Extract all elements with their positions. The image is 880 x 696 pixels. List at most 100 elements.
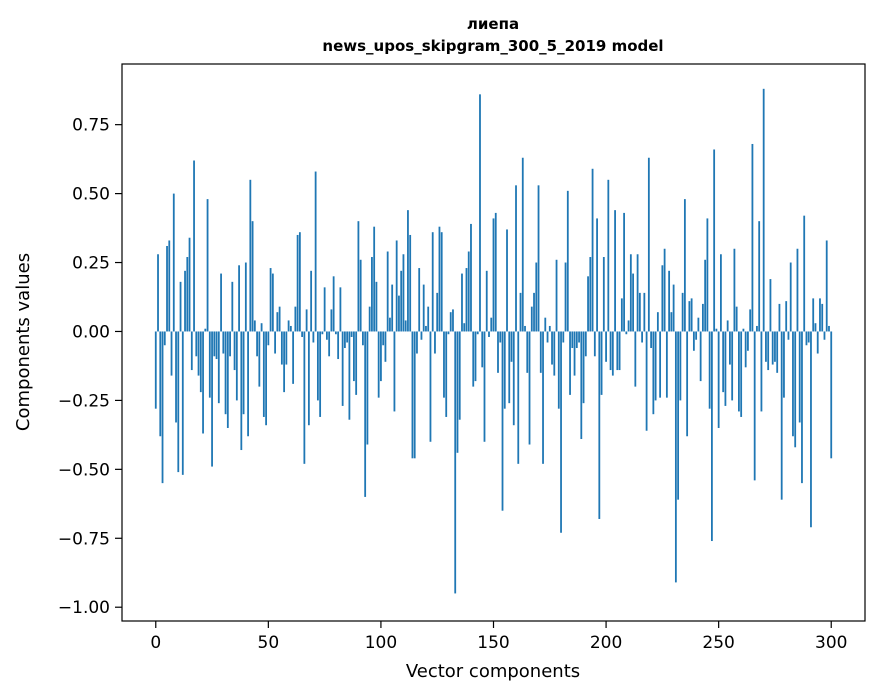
bar-265 bbox=[751, 143, 754, 332]
bar-67 bbox=[305, 309, 308, 332]
bar-52 bbox=[271, 273, 274, 332]
bar-112 bbox=[407, 210, 409, 332]
bar-94 bbox=[366, 331, 369, 445]
x-tick-label: 200 bbox=[590, 633, 622, 653]
bar-51 bbox=[269, 268, 272, 332]
bar-239 bbox=[692, 331, 695, 351]
bar-140 bbox=[470, 223, 472, 332]
plot-frame bbox=[121, 63, 866, 622]
bar-5 bbox=[166, 245, 168, 332]
bar-227 bbox=[665, 331, 668, 398]
bar-186 bbox=[573, 331, 576, 376]
bar-74 bbox=[321, 331, 324, 335]
bar-147 bbox=[485, 270, 488, 332]
bar-204 bbox=[614, 210, 616, 332]
bar-250 bbox=[717, 331, 720, 428]
bar-238 bbox=[690, 298, 693, 332]
bar-203 bbox=[611, 331, 614, 376]
bar-283 bbox=[792, 331, 794, 437]
bar-69 bbox=[310, 270, 313, 332]
bar-268 bbox=[758, 221, 761, 332]
bar-98 bbox=[375, 281, 378, 332]
bar-162 bbox=[519, 292, 522, 332]
bar-4 bbox=[163, 331, 166, 346]
bar-200 bbox=[605, 331, 607, 362]
bar-194 bbox=[591, 168, 594, 332]
bar-226 bbox=[663, 248, 666, 332]
bar-279 bbox=[783, 331, 785, 398]
bar-218 bbox=[645, 331, 648, 431]
y-tick-label: −0.25 bbox=[58, 391, 110, 411]
bar-228 bbox=[668, 270, 671, 332]
bar-174 bbox=[546, 331, 549, 343]
bar-161 bbox=[517, 331, 520, 464]
bar-282 bbox=[789, 262, 792, 332]
bar-255 bbox=[729, 331, 731, 365]
bar-152 bbox=[497, 331, 499, 373]
bar-183 bbox=[566, 190, 569, 332]
bar-27 bbox=[215, 331, 218, 360]
bar-248 bbox=[713, 149, 716, 332]
bar-79 bbox=[332, 276, 335, 332]
bar-221 bbox=[652, 331, 655, 415]
bar-118 bbox=[420, 331, 423, 340]
bar-56 bbox=[280, 331, 283, 365]
bar-58 bbox=[285, 331, 288, 365]
bar-167 bbox=[530, 306, 533, 332]
bar-296 bbox=[821, 303, 824, 332]
bar-1 bbox=[157, 254, 159, 332]
bar-126 bbox=[438, 226, 441, 332]
bar-46 bbox=[258, 331, 261, 387]
bar-236 bbox=[686, 331, 689, 437]
bar-208 bbox=[623, 212, 625, 332]
bar-286 bbox=[798, 331, 801, 423]
bar-193 bbox=[589, 257, 592, 332]
bar-42 bbox=[249, 179, 252, 332]
bar-299 bbox=[828, 325, 830, 332]
bar-80 bbox=[334, 331, 337, 335]
bar-100 bbox=[380, 331, 382, 382]
chart-subtitle: news_upos_skipgram_300_5_2019 model bbox=[322, 37, 663, 55]
bar-121 bbox=[427, 306, 430, 332]
bar-212 bbox=[632, 273, 634, 332]
bar-163 bbox=[521, 157, 524, 332]
bar-198 bbox=[600, 331, 603, 395]
bar-18 bbox=[195, 331, 198, 357]
bar-232 bbox=[677, 331, 680, 500]
bar-154 bbox=[501, 331, 504, 511]
bar-93 bbox=[364, 331, 367, 497]
bar-277 bbox=[778, 303, 781, 332]
bar-145 bbox=[481, 331, 484, 368]
bar-24 bbox=[208, 331, 211, 398]
bar-276 bbox=[776, 331, 779, 373]
y-tick-label: 0.00 bbox=[72, 322, 110, 342]
bar-142 bbox=[474, 331, 477, 382]
bar-148 bbox=[488, 331, 490, 337]
bar-293 bbox=[814, 323, 817, 332]
bar-17 bbox=[193, 160, 195, 332]
bar-158 bbox=[510, 331, 513, 362]
bar-230 bbox=[672, 284, 675, 332]
bar-73 bbox=[319, 331, 322, 417]
bar-153 bbox=[499, 331, 502, 343]
bar-45 bbox=[256, 331, 258, 357]
bar-205 bbox=[616, 331, 619, 371]
bar-176 bbox=[551, 331, 553, 365]
bar-107 bbox=[395, 240, 398, 332]
bar-135 bbox=[458, 331, 461, 420]
bar-243 bbox=[701, 303, 704, 332]
bar-225 bbox=[661, 265, 664, 332]
bar-219 bbox=[647, 157, 650, 332]
bar-253 bbox=[724, 331, 727, 406]
y-axis-label: Components values bbox=[13, 253, 34, 431]
bar-256 bbox=[731, 331, 734, 401]
bar-209 bbox=[625, 331, 628, 335]
y-tick-label: −0.75 bbox=[58, 529, 110, 549]
x-tick-label: 0 bbox=[150, 633, 161, 653]
bar-207 bbox=[620, 298, 623, 332]
y-axis: −1.00 −0.75 −0.50 −0.25 0.00 0.25 0.50 0.75 bbox=[58, 116, 122, 618]
bar-114 bbox=[411, 331, 414, 459]
bar-54 bbox=[276, 312, 279, 332]
bar-72 bbox=[316, 331, 319, 401]
